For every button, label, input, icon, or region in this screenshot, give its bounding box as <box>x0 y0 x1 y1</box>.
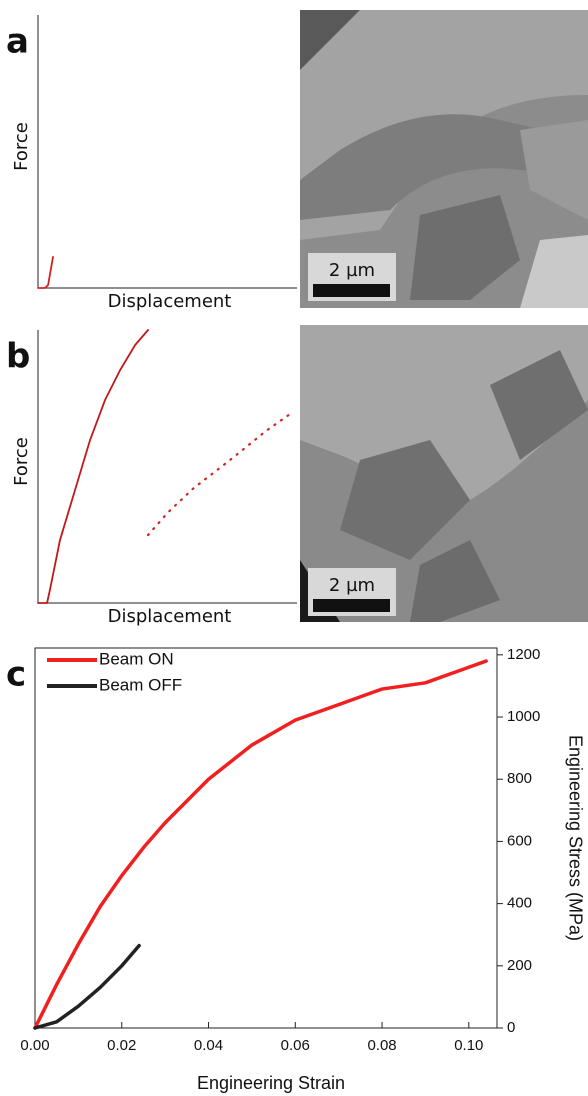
legend-label: Beam ON <box>99 649 174 668</box>
x-tick-label: 0.04 <box>194 1037 223 1054</box>
data-line <box>33 659 488 1030</box>
y-axis-label: Force <box>11 122 32 171</box>
sem-image <box>300 10 588 308</box>
data-line <box>37 255 54 289</box>
y-tick-label: 1000 <box>507 708 540 725</box>
scale-bar-label: 2 µm <box>329 575 375 596</box>
plot-frame <box>34 647 498 1029</box>
y-tick-label: 600 <box>507 832 532 849</box>
data-line <box>146 413 291 537</box>
scale-bar-label: 2 µm <box>329 260 375 281</box>
x-tick-label: 0.06 <box>281 1037 310 1054</box>
data-line <box>37 329 149 604</box>
x-tick-label: 0.02 <box>107 1037 136 1054</box>
panel-label: b <box>6 337 30 377</box>
x-tick-label: 0.00 <box>20 1037 49 1054</box>
x-tick-label: 0.08 <box>367 1037 396 1054</box>
x-axis-label: Displacement <box>108 291 232 312</box>
y-tick-label: 400 <box>507 895 532 912</box>
x-axis-label: Engineering Strain <box>197 1073 345 1093</box>
sem-image <box>300 325 588 622</box>
data-line <box>33 943 141 1030</box>
legend-label: Beam OFF <box>99 675 182 694</box>
y-tick-label: 800 <box>507 770 532 787</box>
panel-label: c <box>6 655 26 695</box>
y-tick-label: 200 <box>507 957 532 974</box>
y-axis-label: Engineering Stress (MPa) <box>565 735 585 941</box>
y-tick-label: 0 <box>507 1019 515 1036</box>
panel-label: a <box>6 22 29 62</box>
y-axis-label: Force <box>11 437 32 486</box>
x-tick-label: 0.10 <box>454 1037 483 1054</box>
y-tick-label: 1200 <box>507 646 540 663</box>
x-axis-label: Displacement <box>108 606 232 627</box>
